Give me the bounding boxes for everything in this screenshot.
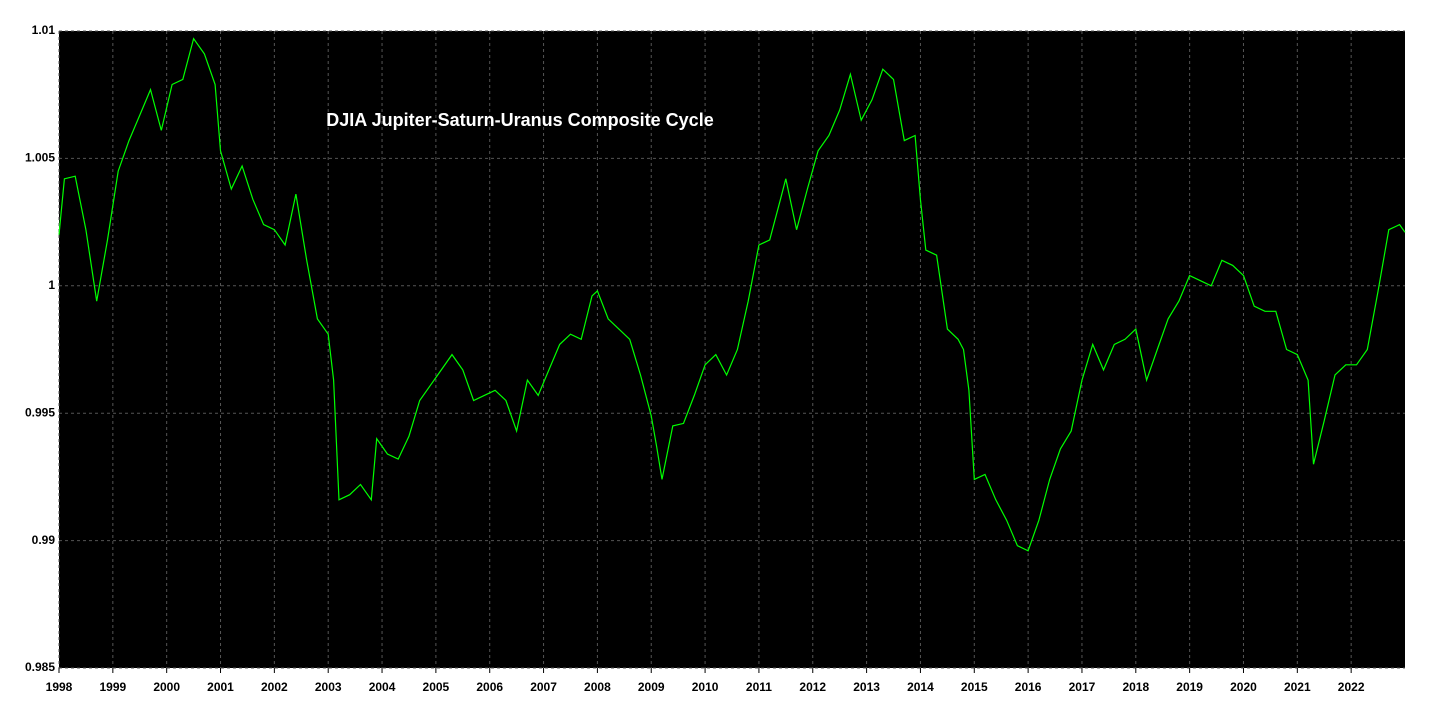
x-tick-label: 2018 (1122, 680, 1149, 694)
chart-title: DJIA Jupiter-Saturn-Uranus Composite Cyc… (326, 110, 713, 130)
x-tick-label: 2015 (961, 680, 988, 694)
x-tick-label: 2008 (584, 680, 611, 694)
x-tick-label: 2022 (1338, 680, 1365, 694)
x-tick-label: 2006 (476, 680, 503, 694)
x-tick-label: 2020 (1230, 680, 1257, 694)
x-tick-label: 1999 (99, 680, 126, 694)
y-tick-label: 0.995 (25, 405, 55, 419)
plot-area (59, 31, 1405, 668)
x-tick-label: 2002 (261, 680, 288, 694)
x-tick-label: 2007 (530, 680, 557, 694)
x-tick-label: 2009 (638, 680, 665, 694)
x-tick-label: 2005 (423, 680, 450, 694)
x-tick-label: 2013 (853, 680, 880, 694)
x-tick-label: 1998 (46, 680, 73, 694)
x-tick-label: 2010 (692, 680, 719, 694)
y-tick-label: 0.99 (32, 533, 56, 547)
x-tick-label: 2004 (369, 680, 396, 694)
y-tick-label: 1.005 (25, 151, 55, 165)
x-tick-label: 2021 (1284, 680, 1311, 694)
x-tick-label: 2012 (799, 680, 826, 694)
x-tick-label: 2001 (207, 680, 234, 694)
x-tick-label: 2011 (746, 680, 772, 694)
x-tick-label: 2016 (1015, 680, 1042, 694)
line-series (58, 37, 1406, 552)
x-tick-label: 2000 (153, 680, 180, 694)
x-tick-label: 2019 (1176, 680, 1203, 694)
x-tick-label: 2017 (1069, 680, 1096, 694)
y-tick-label: 1 (48, 278, 55, 292)
y-tick-label: 0.985 (25, 660, 55, 674)
y-tick-label: 1.01 (32, 23, 56, 37)
x-tick-label: 2014 (907, 680, 934, 694)
x-tick-label: 2003 (315, 680, 342, 694)
